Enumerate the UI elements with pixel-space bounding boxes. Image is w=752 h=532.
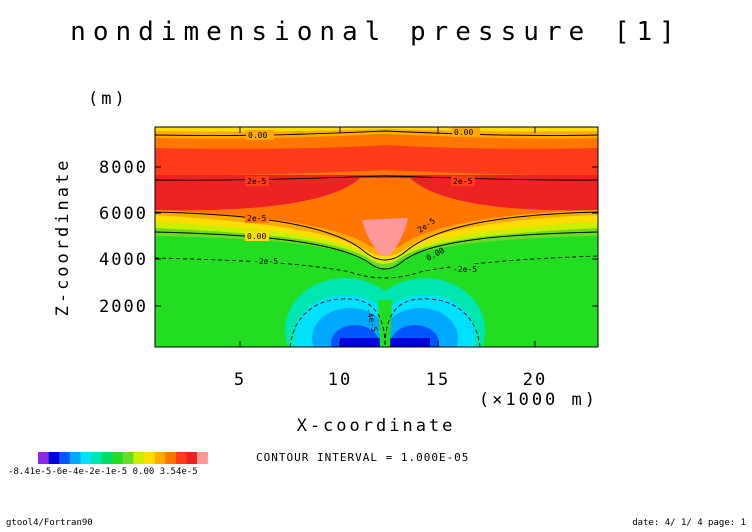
- colorbar-swatch: [80, 452, 92, 464]
- colorbar-swatch: [48, 452, 60, 464]
- x-tick-label: 5: [234, 370, 246, 390]
- colorbar-swatch: [112, 452, 124, 464]
- contour-label: -2e-5: [254, 257, 278, 266]
- x-tick-label: 15: [426, 370, 450, 390]
- colorbar-labels: -8.41e-5-6e-4e-2e-1e-5 0.00 3.54e-5: [8, 467, 198, 477]
- contour-label: 2e-5: [453, 177, 472, 186]
- y-unit-label: (m): [88, 89, 128, 109]
- colorbar-swatch: [38, 452, 49, 464]
- colorbar-swatch: [69, 452, 81, 464]
- y-tick-label: 6000: [99, 204, 148, 224]
- colorbar-swatch: [122, 452, 134, 464]
- y-tick-label: 8000: [99, 158, 148, 178]
- contour-label: -2e-5: [453, 265, 477, 274]
- contour-label: 0.00: [454, 128, 473, 137]
- colorbar-swatch: [186, 452, 198, 464]
- y-tick-label: 2000: [99, 297, 148, 317]
- contour-label: 2e-5: [247, 214, 266, 223]
- colorbar-swatch: [91, 452, 102, 464]
- chart-title: nondimensional pressure [1]: [70, 17, 682, 47]
- colorbar-swatch: [133, 452, 145, 464]
- colorbar-swatch: [59, 452, 71, 464]
- colorbar-swatch: [144, 452, 155, 464]
- footer-left: gtool4/Fortran90: [6, 518, 93, 528]
- footer-right: date: 4/ 1/ 4 page: 1: [632, 518, 746, 528]
- y-tick-label: 4000: [99, 250, 148, 270]
- colorbar-swatch: [175, 452, 187, 464]
- y-tick-labels: 2000 4000 6000 8000: [99, 158, 148, 317]
- fill-pink-max: [362, 218, 408, 256]
- x-tick-label: 20: [523, 370, 547, 390]
- colorbar-swatch: [197, 452, 208, 464]
- colorbar: [38, 452, 208, 464]
- colorbar-swatch: [154, 452, 166, 464]
- contour-lines: [154, 130, 599, 348]
- plot-area: 0.00 0.00 2e-5 2e-5 2e-5 2e-5 0.00 0.00 …: [154, 126, 599, 348]
- plot-frame: [154, 126, 599, 348]
- contour-label: 2e-5: [247, 177, 266, 186]
- x-tick-labels: 5 10 15 20: [234, 370, 547, 390]
- x-tick-label: 10: [328, 370, 352, 390]
- colorbar-swatch: [165, 452, 177, 464]
- colorbar-swatch: [101, 452, 113, 464]
- contour-interval: CONTOUR INTERVAL = 1.000E-05: [256, 451, 469, 464]
- contour-label: 0.00: [248, 131, 267, 140]
- x-axis-label: X-coordinate: [297, 416, 456, 436]
- contour-label: 0.00: [247, 232, 266, 241]
- x-unit-label: (×1000 m): [479, 390, 598, 410]
- contour-fills: [155, 127, 598, 347]
- y-axis-label: Z-coordinate: [53, 158, 73, 317]
- axis-ticks: [155, 127, 598, 347]
